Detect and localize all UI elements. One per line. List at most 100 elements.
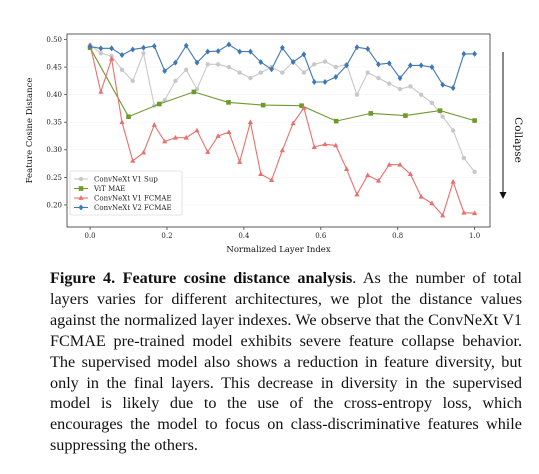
- data-point: [437, 108, 443, 113]
- legend-entry: ConvNeXt V2 FCMAE: [74, 204, 172, 212]
- data-point: [162, 67, 168, 74]
- data-point: [461, 155, 467, 161]
- data-point: [258, 171, 264, 176]
- data-point: [333, 64, 338, 70]
- data-point: [461, 50, 467, 57]
- data-point: [365, 172, 371, 178]
- data-point: [397, 86, 403, 92]
- series-line: [89, 47, 475, 122]
- data-point: [386, 60, 392, 67]
- data-point: [258, 70, 264, 75]
- data-point: [429, 100, 435, 106]
- x-tick-label: 1.0: [469, 232, 480, 240]
- data-point: [450, 128, 456, 133]
- data-point: [215, 62, 221, 67]
- data-point: [156, 101, 162, 107]
- data-point: [397, 161, 403, 167]
- data-point: [226, 64, 232, 70]
- data-point: [87, 43, 93, 50]
- legend-entry: ConvNeXt V1 Sup: [74, 175, 158, 183]
- series-convnext-v1-fcmae: [87, 42, 478, 218]
- data-point: [130, 158, 136, 163]
- figure-chart: 0.20 0.25 0.30 0.35 0.40 0.45 0.50 0.0 0.2 0.4 0.…: [25, 33, 524, 255]
- data-point: [375, 177, 382, 183]
- data-point: [126, 114, 131, 120]
- data-point: [119, 119, 125, 125]
- x-tick-label: 0.6: [315, 232, 327, 240]
- data-point: [247, 119, 254, 125]
- legend-label: ConvNeXt V1 FCMAE: [94, 194, 172, 202]
- data-point: [172, 134, 179, 140]
- data-point: [407, 171, 413, 176]
- data-point: [397, 75, 403, 82]
- data-point: [237, 48, 243, 55]
- legend-label: ConvNeXt V2 FCMAE: [94, 204, 172, 212]
- data-point: [408, 84, 413, 89]
- data-point: [248, 48, 253, 55]
- data-point: [450, 178, 456, 184]
- data-point: [183, 42, 189, 49]
- data-point: [226, 100, 231, 105]
- x-tick-label: 0.8: [392, 232, 403, 240]
- data-point: [78, 176, 84, 182]
- data-point: [322, 59, 328, 64]
- data-point: [333, 74, 339, 81]
- legend-label: ConvNeXt V1 Sup: [94, 175, 158, 183]
- data-point: [365, 45, 371, 52]
- data-point: [301, 51, 307, 58]
- x-axis-ticks: 0.0 0.2 0.4 0.6 0.8 1.0: [85, 227, 480, 240]
- data-point: [162, 138, 168, 144]
- data-point: [368, 111, 374, 116]
- data-point: [130, 46, 136, 53]
- collapse-annotation: Collapse: [512, 117, 524, 163]
- y-tick-label: 0.20: [46, 201, 62, 209]
- data-point: [258, 59, 264, 66]
- data-point: [301, 105, 307, 110]
- collapse-arrow-head: [499, 192, 507, 199]
- data-point: [151, 43, 157, 50]
- y-tick-label: 0.25: [46, 174, 62, 182]
- data-point: [344, 62, 349, 69]
- data-point: [78, 204, 84, 211]
- data-point: [440, 114, 445, 119]
- legend-box: [69, 170, 183, 216]
- caption-title: Feature cosine distance analysis: [122, 269, 353, 287]
- data-point: [109, 45, 115, 52]
- data-point: [98, 51, 104, 56]
- series-convnext-v1-sup: [87, 42, 477, 175]
- data-point: [354, 44, 360, 51]
- data-point: [299, 103, 304, 108]
- data-point: [280, 70, 285, 75]
- data-point: [440, 212, 446, 218]
- data-point: [248, 75, 253, 81]
- data-point: [191, 89, 197, 95]
- y-tick-label: 0.40: [46, 91, 62, 99]
- data-point: [173, 78, 178, 84]
- data-point: [301, 70, 307, 75]
- data-point: [407, 62, 413, 69]
- data-point: [205, 62, 210, 67]
- data-point: [450, 85, 456, 92]
- data-point: [119, 51, 125, 58]
- data-point: [387, 81, 392, 86]
- data-point: [119, 67, 125, 73]
- caption-label: Figure 4.: [50, 269, 116, 287]
- data-point: [312, 62, 317, 67]
- data-point: [141, 51, 146, 56]
- data-point: [205, 48, 211, 55]
- y-axis-ticks: 0.20 0.25 0.30 0.35 0.40 0.45 0.50: [46, 36, 67, 209]
- data-point: [98, 45, 104, 52]
- series-vit-mae: [87, 45, 477, 124]
- data-point: [418, 193, 424, 199]
- legend-entry: ConvNeXt V1 FCMAE: [74, 194, 172, 202]
- data-point: [215, 133, 221, 138]
- data-point: [311, 144, 317, 149]
- data-point: [418, 62, 424, 69]
- y-tick-label: 0.45: [46, 63, 62, 71]
- data-point: [260, 102, 266, 108]
- data-point: [322, 78, 328, 85]
- series-group: [87, 41, 478, 218]
- data-point: [130, 78, 135, 84]
- data-point: [365, 70, 370, 75]
